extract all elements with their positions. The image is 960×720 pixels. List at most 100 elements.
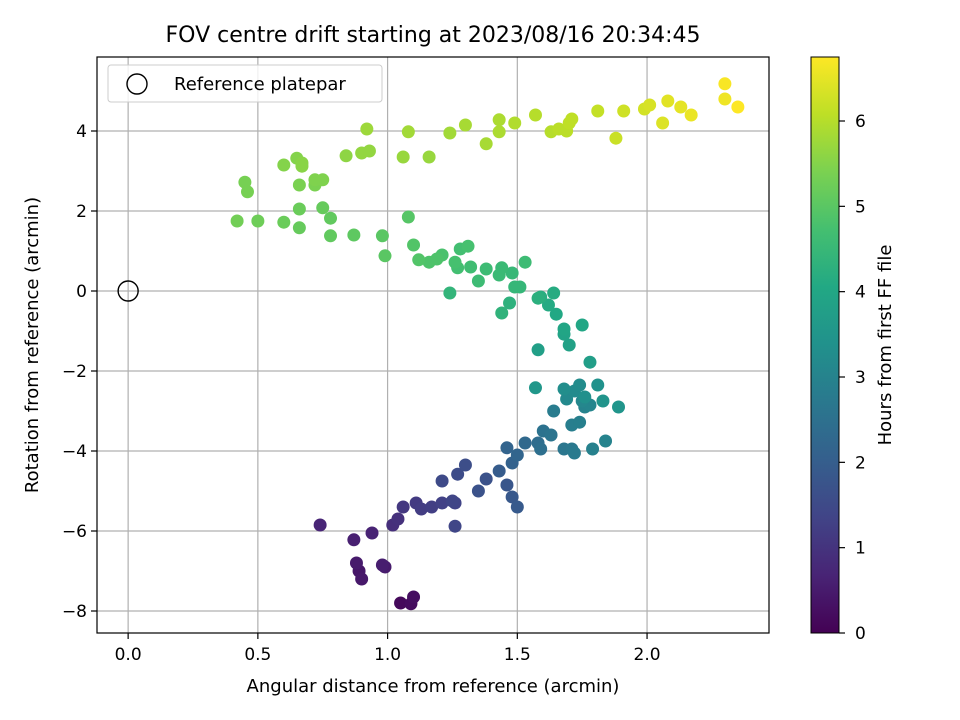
y-tick-label: 0: [76, 282, 87, 302]
data-point: [549, 307, 563, 321]
data-point: [349, 556, 363, 570]
data-point: [347, 228, 361, 242]
data-point: [391, 512, 405, 526]
colorbar-tick-label: 6: [855, 112, 866, 132]
data-point: [591, 104, 605, 118]
data-points: [230, 77, 745, 611]
data-point: [378, 249, 392, 263]
data-point: [541, 298, 555, 312]
data-point: [573, 378, 587, 392]
data-point: [339, 149, 353, 163]
data-point: [230, 214, 244, 228]
data-point: [461, 239, 475, 253]
data-point: [583, 355, 597, 369]
data-point: [407, 590, 421, 604]
colorbar-label: Hours from first FF file: [875, 245, 896, 446]
data-point: [292, 221, 306, 235]
data-point: [414, 502, 428, 516]
data-point: [684, 108, 698, 122]
data-point: [464, 260, 478, 274]
data-point: [567, 446, 581, 460]
data-point: [731, 100, 745, 114]
data-point: [591, 378, 605, 392]
data-point: [534, 442, 548, 456]
y-tick-label: 2: [76, 202, 87, 222]
data-point: [324, 229, 338, 243]
data-point: [360, 122, 374, 136]
data-point: [503, 296, 517, 310]
y-axis-ticks: −8 −6 −4 −2 0 2 4: [62, 122, 97, 622]
data-point: [562, 338, 576, 352]
data-point: [277, 158, 291, 172]
colorbar: 0 1 2 3 4 5 6 Hours from first FF file: [810, 56, 896, 644]
data-point: [355, 572, 369, 586]
data-point: [578, 390, 592, 404]
legend-label: Reference platepar: [174, 74, 346, 95]
data-point: [575, 318, 589, 332]
data-point: [425, 500, 439, 514]
data-point: [565, 112, 579, 126]
data-point: [500, 441, 514, 455]
data-point: [528, 381, 542, 395]
data-point: [292, 178, 306, 192]
data-point: [458, 458, 472, 472]
data-point: [596, 394, 610, 408]
colorbar-tick-label: 2: [855, 453, 866, 473]
x-tick-label: 2.0: [634, 645, 661, 665]
colorbar-tick-label: 0: [855, 624, 866, 644]
data-point: [324, 211, 338, 225]
data-point: [313, 518, 327, 532]
data-point: [609, 131, 623, 145]
colorbar-gradient: [810, 56, 840, 634]
y-tick-label: −4: [62, 442, 87, 462]
data-point: [528, 108, 542, 122]
data-point: [316, 201, 330, 215]
plot-area-frame: [96, 56, 770, 634]
y-axis-label: Rotation from reference (arcmin): [22, 197, 43, 493]
data-point: [238, 175, 252, 189]
colorbar-tick-label: 1: [855, 539, 866, 559]
data-point: [505, 490, 519, 504]
data-point: [510, 448, 524, 462]
data-point: [718, 77, 732, 91]
data-point: [471, 484, 485, 498]
data-point: [518, 255, 532, 269]
data-point: [500, 478, 514, 492]
data-point: [586, 442, 600, 456]
data-point: [510, 500, 524, 514]
data-point: [492, 464, 506, 478]
x-tick-label: 1.0: [374, 645, 401, 665]
x-tick-label: 0.5: [244, 645, 271, 665]
colorbar-ticks: 0 1 2 3 4 5 6: [839, 112, 866, 644]
data-point: [531, 291, 545, 305]
colorbar-tick-label: 5: [855, 197, 866, 217]
data-point: [375, 558, 389, 572]
data-point: [495, 306, 509, 320]
data-point: [479, 137, 493, 151]
data-point: [422, 150, 436, 164]
data-point: [573, 415, 587, 429]
data-point: [557, 382, 571, 396]
data-point: [435, 496, 449, 510]
data-point: [643, 98, 657, 112]
data-point: [547, 286, 561, 300]
data-point: [292, 202, 306, 216]
reference-platepar-marker: [117, 280, 139, 302]
data-point: [492, 268, 506, 282]
data-point: [375, 229, 389, 243]
data-point: [599, 434, 613, 448]
reference-marker-layer: [117, 280, 139, 302]
data-point: [471, 274, 485, 288]
y-tick-label: 4: [76, 122, 87, 142]
data-point: [479, 472, 493, 486]
data-point: [448, 519, 462, 533]
data-point: [508, 116, 522, 130]
data-point: [347, 533, 361, 547]
data-point: [505, 266, 519, 280]
data-point: [422, 255, 436, 269]
y-tick-label: −2: [62, 362, 87, 382]
data-point: [407, 238, 421, 252]
data-point: [448, 255, 462, 269]
data-point: [492, 113, 506, 127]
